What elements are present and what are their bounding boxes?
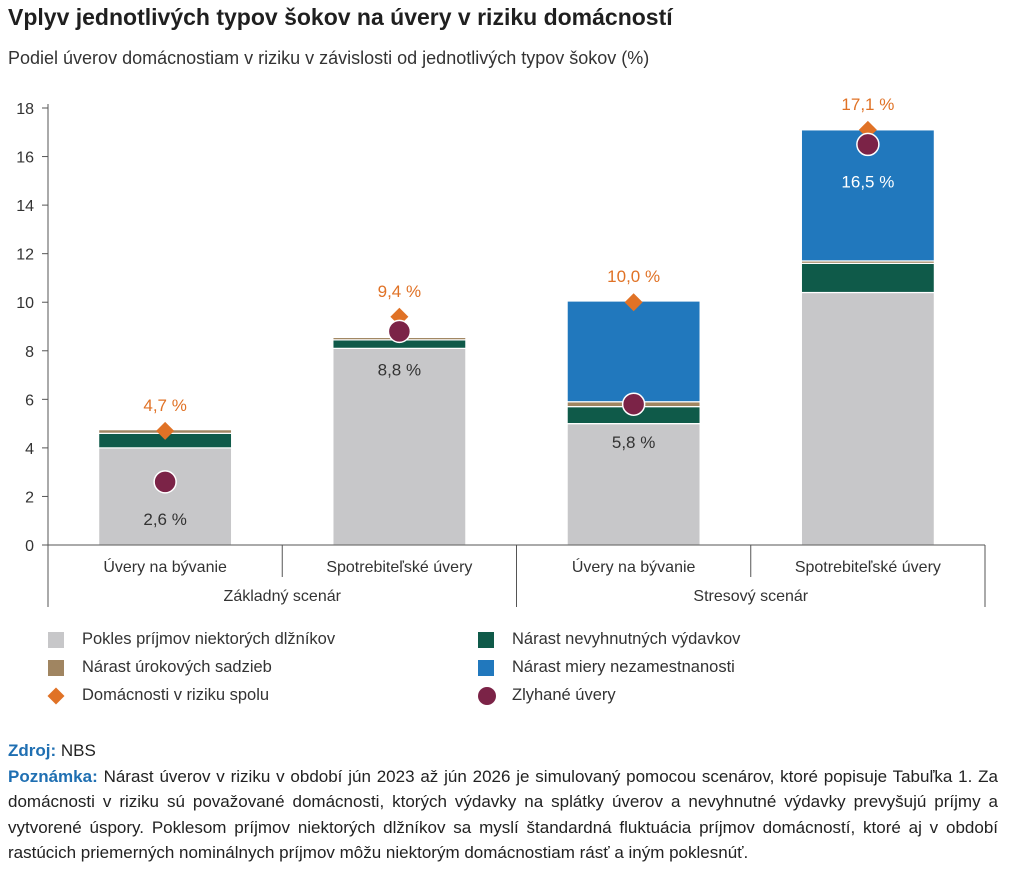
bar-segment <box>566 423 701 546</box>
y-tick-label: 14 <box>16 198 34 215</box>
total-risk-label: 10,0 % <box>607 267 660 286</box>
legend-label-total: Domácnosti v riziku spolu <box>82 686 270 704</box>
source-value: NBS <box>60 741 96 760</box>
legend-item-defaulted: Zlyhané úvery <box>478 686 616 705</box>
legend-diamond-icon <box>47 687 65 704</box>
legend-label-expense-rise: Nárast nevyhnutných výdavkov <box>512 630 741 648</box>
x-category-label: Spotrebiteľské úvery <box>795 559 941 576</box>
legend-label-unemployment: Nárast miery nezamestnanosti <box>512 658 735 676</box>
y-tick-label: 8 <box>25 344 34 361</box>
total-risk-label: 4,7 % <box>143 396 186 415</box>
x-category-label: Úvery na bývanie <box>103 557 227 576</box>
legend-swatch-income-drop <box>48 631 64 648</box>
defaulted-marker <box>387 319 412 344</box>
defaulted-marker <box>856 132 880 157</box>
legend-swatch-expense-rise <box>478 631 494 648</box>
legend-swatch-rate-rise <box>48 659 64 676</box>
legend-item-total: Domácnosti v riziku spolu <box>47 686 270 705</box>
x-group-label: Základný scenár <box>224 588 342 605</box>
bar-segment <box>800 291 935 546</box>
note-label: Poznámka: <box>8 766 98 786</box>
x-category-label: Úvery na bývanie <box>572 557 696 576</box>
total-risk-label: 17,1 % <box>841 95 894 114</box>
legend-label-rate-rise: Nárast úrokových sadzieb <box>82 658 272 676</box>
x-group-label: Stresový scenár <box>693 588 808 605</box>
defaulted-value-label: 8,8 % <box>378 360 421 379</box>
stacked-bar-chart: 0 2 4 6 8 10 12 14 16 18 Úvery na bývanie Spotrebit… <box>16 95 986 607</box>
y-tick-label: 6 <box>25 392 34 409</box>
y-tick-label: 2 <box>25 489 34 506</box>
y-tick-label: 12 <box>16 247 34 264</box>
total-risk-marker <box>858 120 877 139</box>
bar-segment <box>800 262 935 294</box>
y-tick-label: 4 <box>25 441 34 458</box>
bar-segment <box>566 300 701 403</box>
chart-footer: Zdroj: NBS Poznámka: Nárast úverov v riz… <box>8 738 998 866</box>
note-text: Nárast úverov v riziku v období jún 2023… <box>8 766 998 863</box>
legend-item-income-drop: Pokles príjmov niektorých dlžníkov <box>48 630 335 649</box>
legend-label-defaulted: Zlyhané úvery <box>512 686 616 704</box>
y-tick-label: 16 <box>16 150 34 167</box>
defaulted-marker <box>153 470 177 494</box>
y-tick-label: 10 <box>16 295 34 312</box>
y-tick-label: 18 <box>16 101 34 118</box>
legend-dot-icon <box>478 686 496 705</box>
legend-swatch-unemployment <box>478 659 494 676</box>
defaulted-value-label: 2,6 % <box>143 510 186 529</box>
total-risk-label: 9,4 % <box>378 282 421 301</box>
source-label: Zdroj: <box>8 741 57 760</box>
bar-segment <box>98 447 233 546</box>
defaulted-marker <box>621 392 646 416</box>
total-risk-marker <box>156 421 175 440</box>
chart-legend: Pokles príjmov niektorých dlžníkov Náras… <box>47 630 948 716</box>
bar-segment <box>332 347 467 546</box>
source-line: Zdroj: NBS <box>8 738 998 764</box>
defaulted-value-label: 16,5 % <box>841 172 894 191</box>
chart-subtitle: Podiel úverov domácnostiam v riziku v zá… <box>8 48 650 68</box>
defaulted-value-label: 5,8 % <box>612 433 655 452</box>
x-category-label: Spotrebiteľské úvery <box>326 559 472 576</box>
total-risk-marker <box>624 293 643 312</box>
chart-title: Vplyv jednotlivých typov šokov na úvery … <box>8 4 673 30</box>
legend-item-rate-rise: Nárast úrokových sadzieb <box>48 658 272 677</box>
legend-label-income-drop: Pokles príjmov niektorých dlžníkov <box>82 630 336 648</box>
legend-item-expense-rise: Nárast nevyhnutných výdavkov <box>478 630 740 649</box>
y-tick-label: 0 <box>25 538 34 555</box>
legend-item-unemployment: Nárast miery nezamestnanosti <box>478 658 735 677</box>
note-paragraph: Poznámka: Nárast úverov v riziku v obdob… <box>8 764 998 866</box>
